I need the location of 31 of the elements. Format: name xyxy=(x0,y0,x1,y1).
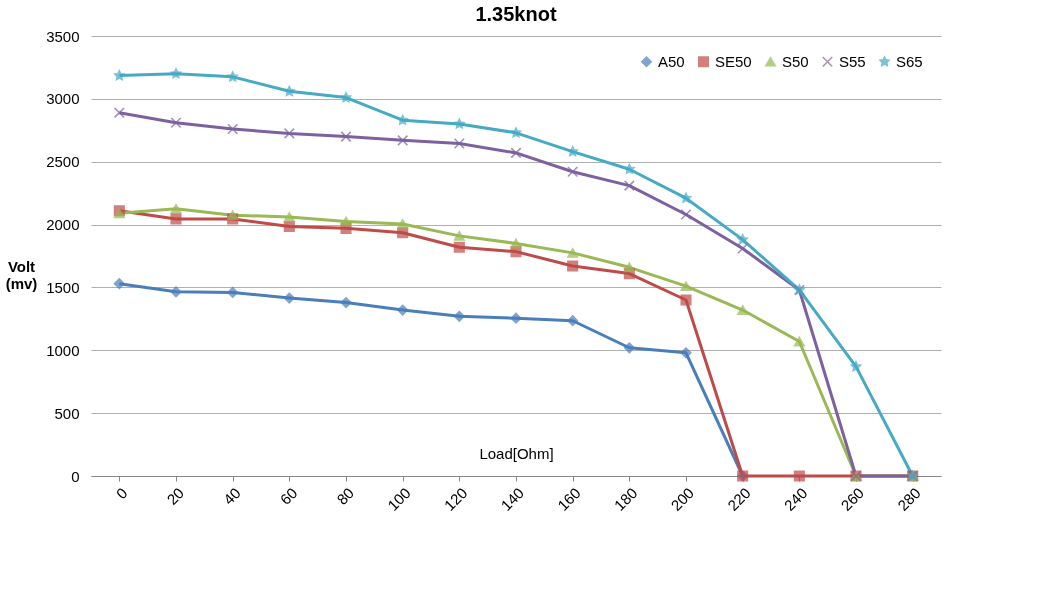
x-axis-title: Load[Ohm] xyxy=(479,444,554,462)
y-tick-label: 1000 xyxy=(46,341,80,359)
x-tick-label: 0 xyxy=(112,484,131,503)
legend-label: A50 xyxy=(658,52,685,70)
legend-label: S50 xyxy=(782,52,809,70)
x-tick-label: 120 xyxy=(440,484,471,514)
y-axis-title: Volt (mv) xyxy=(5,257,38,292)
x-tick-label: 80 xyxy=(333,484,358,508)
x-tick-label: 20 xyxy=(163,484,188,508)
y-tick-label: 3000 xyxy=(46,90,80,108)
legend-label: S55 xyxy=(839,52,866,70)
x-tick-label: 200 xyxy=(667,484,698,514)
x-tick-label: 60 xyxy=(276,484,301,508)
y-tick-label: 1500 xyxy=(46,278,80,296)
legend-label: SE50 xyxy=(715,52,752,70)
y-tick-label: 2500 xyxy=(46,153,80,171)
x-tick-label: 260 xyxy=(837,484,868,514)
x-tick-label: 220 xyxy=(724,484,754,514)
y-tick-label: 3500 xyxy=(46,27,80,45)
chart-title: 1.35knot xyxy=(475,3,557,25)
x-tick-label: 40 xyxy=(219,484,244,508)
x-tick-label: 140 xyxy=(497,484,528,514)
x-tick-label: 240 xyxy=(780,484,811,514)
y-tick-label: 0 xyxy=(71,467,80,485)
legend-label: S65 xyxy=(896,52,923,70)
x-tick-label: 280 xyxy=(894,484,924,514)
y-tick-label: 2000 xyxy=(46,216,80,234)
x-tick-label: 100 xyxy=(384,484,414,514)
y-tick-label: 500 xyxy=(54,404,80,422)
x-tick-label: 160 xyxy=(554,484,584,514)
x-tick-label: 180 xyxy=(610,484,641,514)
